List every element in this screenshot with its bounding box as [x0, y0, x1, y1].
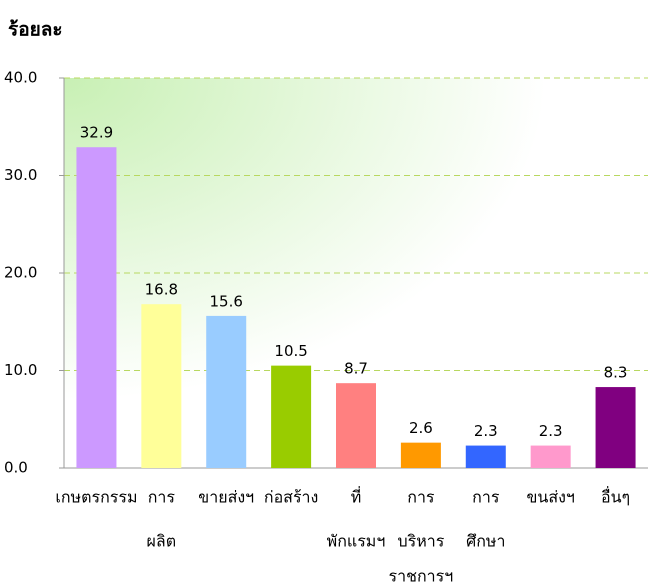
y-tick-label: 20.0 — [4, 264, 37, 282]
y-tick-label: 40.0 — [4, 69, 37, 87]
bar — [400, 442, 441, 468]
data-label: 2.6 — [409, 419, 433, 437]
data-label: 2.3 — [474, 422, 498, 440]
data-label: 32.9 — [80, 124, 113, 142]
bar — [530, 445, 571, 468]
data-label: 16.8 — [145, 281, 178, 299]
data-label: 10.5 — [274, 342, 307, 360]
y-tick-label: 30.0 — [4, 166, 37, 184]
bar — [336, 383, 376, 468]
y-tick-label: 0.0 — [4, 459, 28, 477]
y-tick-label: 10.0 — [4, 361, 37, 379]
y-axis-label: ร้อยละ — [8, 19, 63, 41]
x-tick-label: ราชการฯ — [389, 567, 454, 586]
x-tick-label: การ — [472, 488, 500, 507]
data-label: 15.6 — [210, 292, 243, 310]
data-label: 8.3 — [604, 364, 628, 382]
x-tick-label: ผลิต — [147, 532, 177, 551]
bar — [76, 147, 117, 468]
bar — [595, 387, 636, 468]
bar — [465, 445, 506, 468]
x-tick-label: ขนส่งฯ — [526, 488, 574, 507]
x-tick-label: พักแรมฯ — [327, 532, 386, 551]
x-tick-label: ที่ — [351, 486, 362, 507]
x-tick-label: อื่นๆ — [601, 486, 630, 507]
x-tick-label: การ — [407, 488, 435, 507]
x-tick-label: เกษตรกรรม — [55, 488, 137, 507]
data-label: 2.3 — [539, 422, 563, 440]
x-tick-label: ก่อสร้าง — [264, 488, 318, 507]
x-tick-label: ศึกษา — [466, 532, 505, 551]
data-label: 8.7 — [344, 360, 368, 378]
bar — [141, 304, 182, 468]
x-tick-label: การ — [148, 488, 176, 507]
bar — [206, 315, 247, 468]
bar — [271, 365, 312, 468]
x-tick-label: ขายส่งฯ — [198, 488, 254, 507]
x-tick-label: บริหาร — [397, 532, 444, 551]
